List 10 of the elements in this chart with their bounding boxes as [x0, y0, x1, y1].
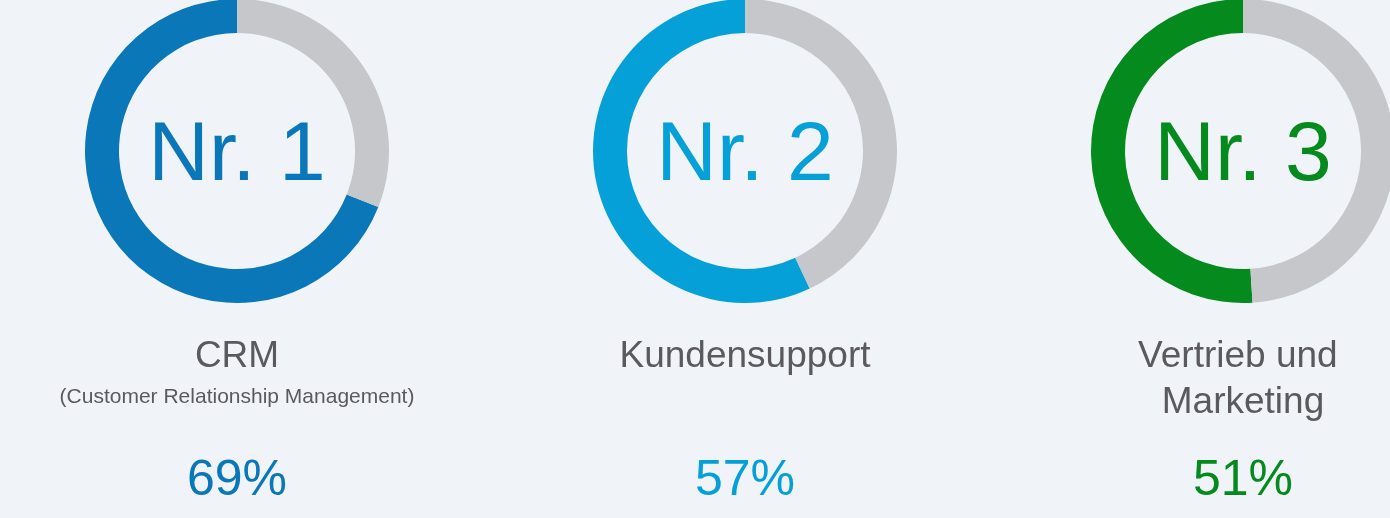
data-label: 69%	[186, 450, 288, 506]
text: Nr. 1	[148, 104, 326, 198]
text: CRM	[194, 333, 280, 375]
text: Vertrieb und Marketing	[1138, 333, 1348, 421]
data-label: 51%	[1192, 450, 1294, 506]
text: Kundensupport	[619, 333, 872, 375]
text: (Customer Relationship Management)	[59, 384, 415, 407]
text: Nr. 2	[656, 104, 834, 198]
data-label: 57%	[694, 450, 796, 506]
text: Nr. 3	[1154, 104, 1332, 198]
